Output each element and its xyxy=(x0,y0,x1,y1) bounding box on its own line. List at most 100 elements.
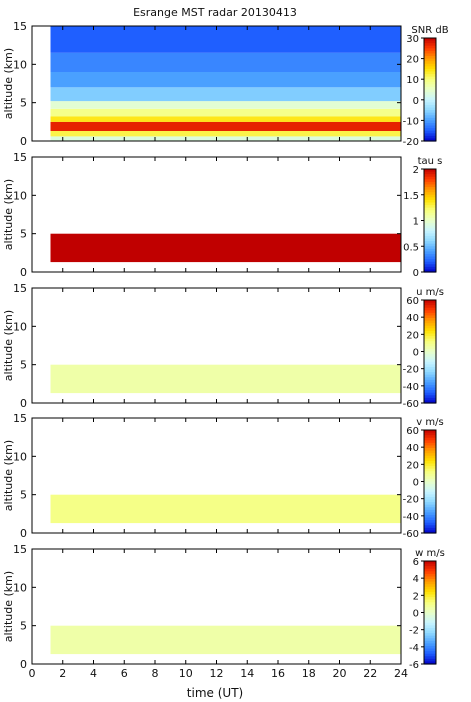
colorbar-tick-label: -6 xyxy=(409,660,419,671)
x-tick-label: 18 xyxy=(302,667,316,680)
heatmap-cell xyxy=(50,101,401,109)
colorbar-tick-label: -40 xyxy=(403,382,419,393)
panel-4: 0 5 10 15 altitude (km) 60 40 20 0 -20 -40 -60 v m/s xyxy=(2,412,444,540)
colorbar-tick-label: 6 xyxy=(413,557,419,568)
heatmap-data-5 xyxy=(50,625,401,655)
colorbar-tick-label: 0 xyxy=(413,96,419,107)
y-tick-label: 0 xyxy=(20,266,27,279)
heatmap-cell xyxy=(50,26,401,53)
x-tick-label: 22 xyxy=(363,667,377,680)
y-tick-label: 10 xyxy=(13,58,27,71)
colorbar-tick-label: 0 xyxy=(413,609,419,620)
y-tick-label: 5 xyxy=(20,489,27,502)
x-tick-label: 16 xyxy=(271,667,285,680)
colorbar-tick-label: 60 xyxy=(406,296,419,307)
y-tick-label: 15 xyxy=(13,20,27,33)
colorbar-label: SNR dB xyxy=(411,25,448,36)
colorbar-tick-label: 0 xyxy=(413,478,419,489)
colorbar-label: w m/s xyxy=(415,548,445,559)
colorbar-tick-label: -60 xyxy=(403,529,419,540)
y-tick-label: 15 xyxy=(13,282,27,295)
x-tick-label: 4 xyxy=(90,667,97,680)
colorbar-tick-label: 0 xyxy=(413,348,419,359)
colorbar-tick-label: -20 xyxy=(403,495,419,506)
colorbar-tick-label: -2 xyxy=(409,626,419,637)
colorbar-tick-label: -40 xyxy=(403,512,419,523)
colorbar-tick-label: 2 xyxy=(413,165,419,176)
colorbar-tick-label: 2 xyxy=(413,591,419,602)
y-axis-label: altitude (km) xyxy=(2,48,15,119)
heatmap-cell xyxy=(50,136,401,141)
panel-3: 0 5 10 15 altitude (km) 60 40 20 0 -20 -40 -60 u m/s xyxy=(2,282,444,410)
heatmap-data-1 xyxy=(50,26,401,141)
colorbar-tick-label: -20 xyxy=(403,365,419,376)
heatmap-cell xyxy=(50,364,401,394)
panel-2: 0 5 10 15 altitude (km) 2 1.5 1 0.5 0 tau s xyxy=(2,151,442,279)
colorbar-1: 30 20 10 0 -10 -20 SNR dB xyxy=(403,25,449,148)
colorbar-label: v m/s xyxy=(416,417,443,428)
colorbar-2: 2 1.5 1 0.5 0 tau s xyxy=(403,156,442,279)
colorbar-tick-label: 20 xyxy=(406,55,419,66)
y-tick-label: 15 xyxy=(13,412,27,425)
heatmap-cell xyxy=(50,52,401,72)
colorbar-tick-label: 40 xyxy=(406,443,419,454)
colorbar-tick-label: 20 xyxy=(406,330,419,341)
y-tick-label: 5 xyxy=(20,359,27,372)
colorbar-tick-label: -20 xyxy=(403,137,419,148)
colorbar-tick-label: 0 xyxy=(413,268,419,279)
heatmap-data-2 xyxy=(50,233,401,263)
heatmap-cell xyxy=(50,121,401,131)
x-tick-label: 20 xyxy=(333,667,347,680)
heatmap-cell xyxy=(50,87,401,102)
y-axis-label: altitude (km) xyxy=(2,310,15,381)
colorbar-label: u m/s xyxy=(416,287,444,298)
x-tick-label: 24 xyxy=(394,667,408,680)
colorbar-label: tau s xyxy=(418,156,443,167)
heatmap-cell xyxy=(50,116,401,122)
x-tick-label: 12 xyxy=(210,667,224,680)
x-tick-label: 8 xyxy=(152,667,159,680)
x-tick-label: 6 xyxy=(121,667,128,680)
heatmap-cell xyxy=(50,108,401,117)
y-tick-label: 0 xyxy=(20,397,27,410)
x-tick-label: 10 xyxy=(179,667,193,680)
y-tick-label: 10 xyxy=(13,320,27,333)
y-tick-label: 10 xyxy=(13,189,27,202)
x-tick-label: 2 xyxy=(59,667,66,680)
y-tick-label: 10 xyxy=(13,450,27,463)
y-axis-label: altitude (km) xyxy=(2,571,15,642)
y-tick-label: 10 xyxy=(13,581,27,594)
y-tick-label: 5 xyxy=(20,620,27,633)
colorbar-tick-label: 60 xyxy=(406,426,419,437)
heatmap-cell xyxy=(50,72,401,88)
colorbar-4: 60 40 20 0 -20 -40 -60 v m/s xyxy=(403,417,444,540)
colorbar-tick-label: -60 xyxy=(403,399,419,410)
heatmap-data-3 xyxy=(50,364,401,394)
y-axis-label: altitude (km) xyxy=(2,440,15,511)
colorbar-tick-label: 1 xyxy=(413,217,419,228)
colorbar-tick-label: 20 xyxy=(406,460,419,471)
colorbar-tick-label: 10 xyxy=(406,75,419,86)
heatmap-cell xyxy=(50,131,401,137)
colorbar-tick-label: 30 xyxy=(406,34,419,45)
y-tick-label: 5 xyxy=(20,97,27,110)
y-tick-label: 15 xyxy=(13,151,27,164)
x-tick-label: 0 xyxy=(29,667,36,680)
y-tick-label: 5 xyxy=(20,228,27,241)
y-tick-label: 0 xyxy=(20,135,27,148)
heatmap-data-4 xyxy=(50,494,401,524)
y-axis-label: altitude (km) xyxy=(2,179,15,250)
panel-1: 0 5 10 15 altitude (km) 30 20 10 0 -10 -20 SNR dB xyxy=(2,20,449,148)
y-tick-label: 0 xyxy=(20,658,27,671)
x-tick-label: 14 xyxy=(240,667,254,680)
colorbar-tick-label: -10 xyxy=(403,116,419,127)
colorbar-5: 6 4 2 0 -2 -4 -6 w m/s xyxy=(409,548,445,671)
x-axis-label: time (UT) xyxy=(187,686,243,700)
y-tick-label: 0 xyxy=(20,527,27,540)
heatmap-cell xyxy=(50,233,401,263)
figure-title: Esrange MST radar 20130413 xyxy=(133,6,297,19)
colorbar-tick-label: -4 xyxy=(409,643,419,654)
